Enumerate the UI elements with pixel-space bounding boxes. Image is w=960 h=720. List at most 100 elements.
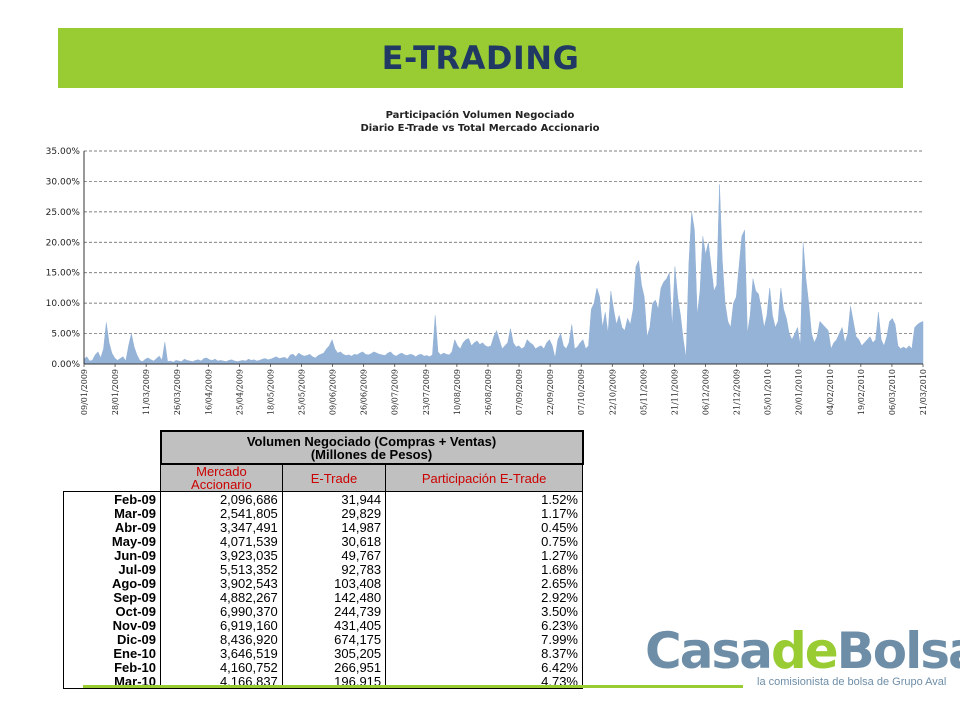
x-tick-label: 09/07/2009 [391,369,400,415]
row-market-value: 3,923,035 [160,548,283,562]
row-month: Ago-09 [63,576,161,590]
logo-wordmark: CasadeBolsa [645,626,960,676]
x-axis-ticks: 09/01/2009 28/01/2009 11/03/2009 26/03/2009… [80,364,928,415]
y-tick-label: 20.00% [46,238,81,248]
row-share-value: 1.68% [385,562,583,576]
table-row: Nov-09 6,919,160 431,405 6.23% [63,618,583,632]
y-tick-label: 10.00% [46,299,81,309]
table-row: Mar-09 2,541,805 29,829 1.17% [63,506,583,520]
table-row: Abr-09 3,347,491 14,987 0.45% [63,520,583,534]
row-etrade-value: 266,951 [281,660,386,674]
table-row: Jul-09 5,513,352 92,783 1.68% [63,562,583,576]
table-row: Ene-10 3,646,519 305,205 8.37% [63,646,583,660]
row-share-value: 2.65% [385,576,583,590]
table-row: Feb-10 4,160,752 266,951 6.42% [63,660,583,674]
row-etrade-value: 30,618 [281,534,386,548]
area-chart: Participación Volumen Negociado Diario E… [20,104,940,424]
row-share-value: 1.17% [385,506,583,520]
chart-subtitle: Diario E-Trade vs Total Mercado Accionar… [360,123,599,134]
logo-part-casa: Casa [645,622,773,680]
x-tick-label: 26/03/2009 [173,369,182,415]
row-month: Mar-09 [63,506,161,520]
row-etrade-value: 142,480 [281,590,386,604]
x-tick-label: 21/11/2009 [670,369,679,415]
x-tick-label: 18/05/2009 [266,369,275,415]
row-share-value: 2.92% [385,590,583,604]
row-market-value: 4,071,539 [160,534,283,548]
row-market-value: 4,882,267 [160,590,283,604]
row-share-value: 6.23% [385,618,583,632]
table-row: Oct-09 6,990,370 244,739 3.50% [63,604,583,618]
row-month: Feb-10 [63,660,161,674]
x-tick-label: 20/01/2010 [795,369,804,415]
logo-tagline: la comisionista de bolsa de Grupo Aval [757,676,947,688]
row-market-value: 3,646,519 [160,646,283,660]
row-month: Nov-09 [63,618,161,632]
row-etrade-value: 244,739 [281,604,386,618]
x-tick-label: 09/01/2009 [80,369,89,415]
area-series-1 [83,184,924,365]
row-month: Oct-09 [63,604,161,618]
x-tick-label: 07/09/2009 [515,369,524,415]
x-tick-label: 21/03/2010 [919,369,928,415]
x-tick-label: 07/10/2009 [577,369,586,415]
row-share-value: 1.27% [385,548,583,562]
x-tick-label: 25/04/2009 [235,369,244,415]
x-tick-label: 04/02/2010 [826,369,835,415]
row-market-value: 6,990,370 [160,604,283,618]
grid-lines [84,150,923,334]
row-etrade-value: 305,205 [281,646,386,660]
table-header-line2: (Millones de Pesos) [310,446,433,462]
row-share-value: 7.99% [385,632,583,646]
chart-svg: Participación Volumen Negociado Diario E… [46,109,928,415]
table-row: Jun-09 3,923,035 49,767 1.27% [63,548,583,562]
row-etrade-value: 92,783 [281,562,386,576]
table-row: Sep-09 4,882,267 142,480 2.92% [63,590,583,604]
row-month: Sep-09 [63,590,161,604]
row-etrade-value: 674,175 [281,632,386,646]
row-share-value: 0.75% [385,534,583,548]
logo-part-bolsa: Bolsa [836,622,960,680]
row-etrade-value: 103,408 [281,576,386,590]
row-etrade-value: 49,767 [281,548,386,562]
row-month: Jul-09 [63,562,161,576]
x-tick-label: 26/06/2009 [360,369,369,415]
table-body: Feb-09 2,096,686 31,944 1.52% Mar-09 2,541,80… [63,491,583,689]
row-share-value: 3.50% [385,604,583,618]
x-tick-label: 16/04/2009 [204,369,213,415]
chart-title: Participación Volumen Negociado [386,109,575,121]
x-tick-label: 05/01/2010 [764,369,773,415]
y-tick-label: 25.00% [46,208,81,218]
axes [83,151,923,365]
col-header-share: Participación E-Trade [385,463,583,492]
table-row: Dic-09 8,436,920 674,175 7.99% [63,632,583,646]
col-header-market: Mercado Accionario [160,463,283,492]
logo-part-de: de [770,622,839,680]
x-tick-label: 05/11/2009 [639,369,648,415]
bottom-divider [83,685,743,688]
x-tick-label: 11/03/2009 [142,369,151,415]
row-month: Jun-09 [63,548,161,562]
row-month: Feb-09 [63,491,161,506]
row-month: Dic-09 [63,632,161,646]
table-row: Feb-09 2,096,686 31,944 1.52% [63,491,583,506]
x-tick-label: 25/05/2009 [298,369,307,415]
row-share-value: 1.52% [385,491,583,506]
table-corner-blank-2 [63,464,161,492]
row-market-value: 5,513,352 [160,562,283,576]
row-market-value: 3,347,491 [160,520,283,534]
x-tick-label: 22/10/2009 [608,369,617,415]
y-tick-label: 0.00% [51,360,80,370]
row-market-value: 4,160,752 [160,660,283,674]
x-tick-label: 23/07/2009 [422,369,431,415]
table-corner-blank [63,431,161,464]
y-axis-ticks: 0.00% 5.00% 10.00% 15.00% 20.00% 25.00% 30.00%… [46,147,81,370]
row-market-value: 3,902,543 [160,576,283,590]
y-tick-label: 30.00% [46,177,81,187]
row-etrade-value: 31,944 [281,491,386,506]
row-month: Ene-10 [63,646,161,660]
area-series [83,184,924,365]
x-tick-label: 26/08/2009 [484,369,493,415]
table-row: May-09 4,071,539 30,618 0.75% [63,534,583,548]
y-tick-label: 35.00% [46,147,81,157]
